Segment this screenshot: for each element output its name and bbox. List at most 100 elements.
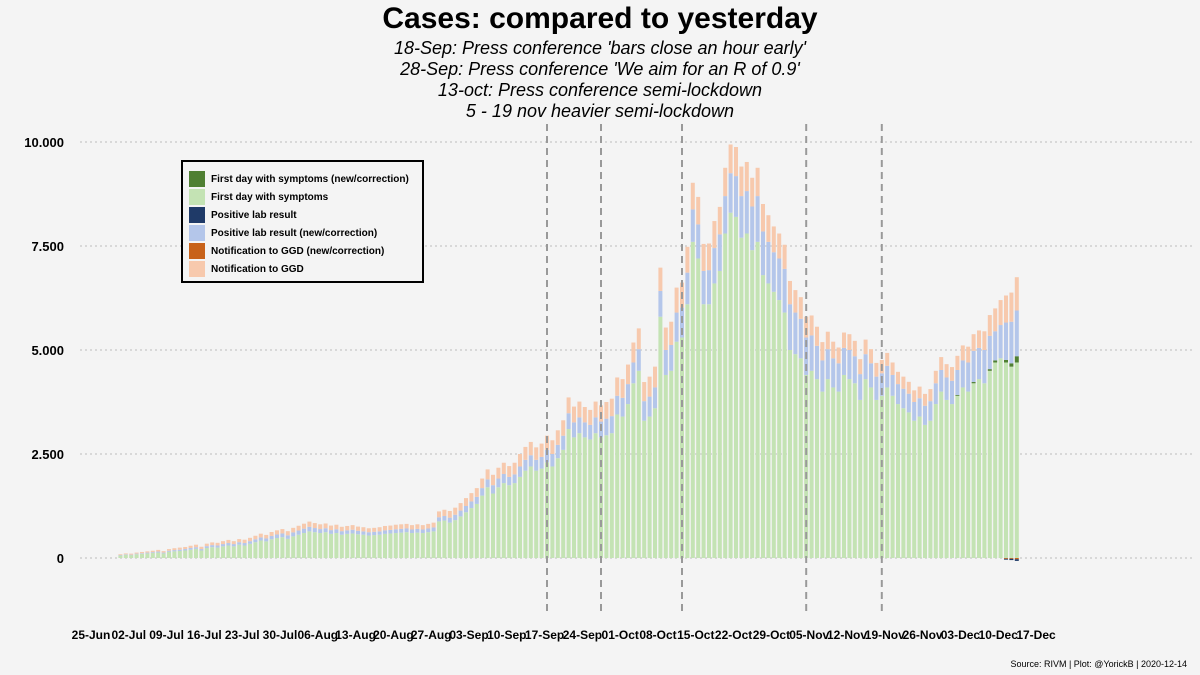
bar-segment [675, 313, 679, 342]
bar-segment [270, 536, 274, 539]
bar-segment [615, 377, 619, 395]
bar-segment [799, 319, 803, 359]
bar-segment [756, 242, 760, 558]
bar-segment [135, 554, 139, 555]
bar-segment [162, 551, 166, 552]
bar-segment [415, 533, 419, 558]
bar-segment [302, 533, 306, 558]
bar-segment [777, 234, 781, 259]
bar-segment [982, 350, 986, 383]
bar-segment [918, 387, 922, 399]
bar-segment [993, 331, 997, 360]
bar-segment [766, 215, 770, 242]
bar-segment [837, 392, 841, 558]
bar-segment [972, 334, 976, 351]
bar-segment [982, 331, 986, 350]
bar-segment [756, 196, 760, 242]
bar-segment [588, 425, 592, 440]
legend-swatch [189, 207, 205, 223]
bar-segment [189, 548, 193, 550]
y-tick-label: 5.000 [31, 343, 64, 358]
bar-segment [723, 168, 727, 196]
bar-segment [945, 400, 949, 558]
bar-segment [810, 315, 814, 335]
bar-segment [588, 410, 592, 425]
bar-segment [324, 528, 328, 532]
bar-segment [826, 379, 830, 558]
bar-segment [286, 535, 290, 539]
bar-segment [761, 231, 765, 275]
bar-segment [815, 346, 819, 379]
bar-segment [604, 419, 608, 436]
bar-segment [345, 530, 349, 534]
bar-segment [216, 548, 220, 558]
bar-segment [178, 551, 182, 558]
bar-segment [626, 384, 630, 404]
bar-segment [162, 553, 166, 558]
bar-segment [896, 372, 900, 384]
bar-segment [496, 479, 500, 488]
bar-segment [502, 474, 506, 483]
bar-segment [388, 526, 392, 530]
bar-segment [750, 250, 754, 558]
legend-label: Notification to GGD (new/correction) [211, 246, 384, 257]
bar-segment [496, 487, 500, 558]
legend-label: Positive lab result (new/correction) [211, 228, 377, 239]
bar-segment [286, 539, 290, 558]
bar-segment [793, 354, 797, 558]
bar-segment [415, 524, 419, 529]
bar-segment [459, 516, 463, 558]
bar-segment [588, 439, 592, 558]
bar-segment [907, 412, 911, 558]
bar-segment [874, 363, 878, 377]
bar-segment [858, 374, 862, 400]
bar-segment [831, 342, 835, 359]
bar-segment [988, 371, 992, 558]
bar-segment [961, 345, 965, 360]
bar-segment [243, 540, 247, 543]
bar-segment [156, 550, 160, 552]
bar-segment [129, 555, 133, 558]
bar-segment [572, 422, 576, 437]
bar-segment [264, 535, 268, 539]
bar-segment [885, 366, 889, 388]
bar-segment [442, 516, 446, 521]
bar-segment [826, 332, 830, 349]
bar-segment [772, 226, 776, 252]
bar-segment [815, 379, 819, 558]
bar-segment [172, 550, 176, 551]
x-tick-label: 10-Dec [979, 628, 1019, 642]
bar-segment [399, 529, 403, 533]
bar-segment [275, 530, 279, 534]
bar-segment [642, 401, 646, 421]
bar-segment [486, 479, 490, 487]
bar-segment [707, 270, 711, 304]
x-tick-label: 26-Nov [903, 628, 943, 642]
bar-segment [955, 395, 959, 396]
chart-title: Cases: compared to yesterday [0, 2, 1200, 36]
bar-segment [729, 144, 733, 173]
bar-segment [448, 511, 452, 518]
bar-segment [621, 379, 625, 398]
bar-segment [194, 549, 198, 558]
legend-item: Notification to GGD [189, 260, 422, 278]
legend-swatch [189, 171, 205, 187]
bar-segment [216, 543, 220, 546]
bar-segment [869, 363, 873, 387]
bar-segment [297, 531, 301, 535]
bar-segment [307, 527, 311, 532]
bar-segment [577, 402, 581, 418]
bar-segment [950, 381, 954, 404]
bar-segment [1004, 360, 1008, 362]
bar-segment [988, 369, 992, 371]
bar-segment [734, 147, 738, 176]
bar-segment [194, 547, 198, 549]
bar-segment [1009, 293, 1013, 322]
bar-segment [529, 466, 533, 558]
bar-segment [675, 288, 679, 313]
x-tick-label: 08-Oct [639, 628, 676, 642]
bar-segment [939, 370, 943, 392]
legend-item: Notification to GGD (new/correction) [189, 242, 422, 260]
bar-segment [210, 547, 214, 558]
bar-segment [367, 528, 371, 532]
